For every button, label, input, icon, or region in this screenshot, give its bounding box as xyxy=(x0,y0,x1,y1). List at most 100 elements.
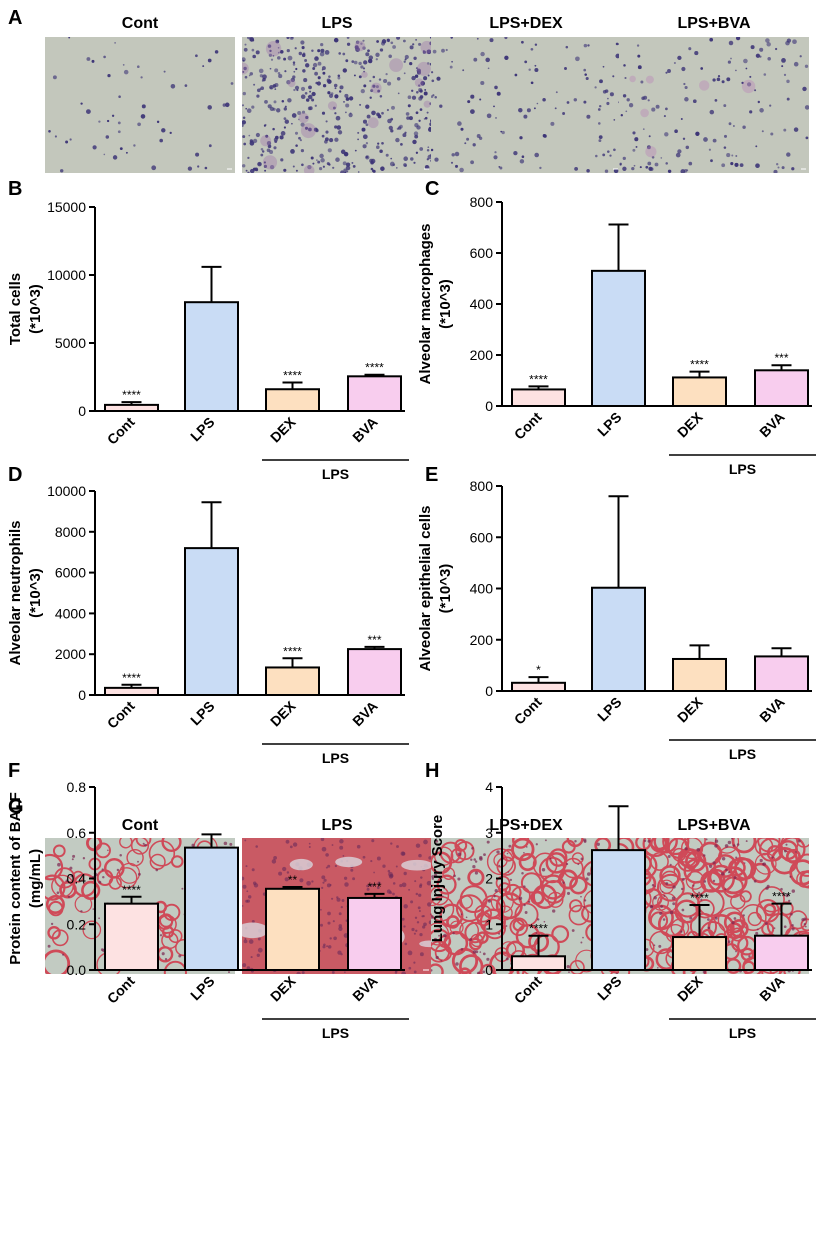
micrograph-lps-bva xyxy=(619,37,809,173)
y-axis-unit: (*10^3) xyxy=(437,564,454,614)
bar-bva xyxy=(754,655,809,692)
bar-cont xyxy=(511,388,566,407)
cell-cluster xyxy=(619,37,809,173)
significance-label: **** xyxy=(283,644,302,658)
bar-dex xyxy=(265,388,320,412)
group-label: LPS xyxy=(729,461,756,477)
y-tick-label: 0 xyxy=(485,683,493,699)
y-tick-label: 0 xyxy=(485,962,493,978)
micrograph-background xyxy=(45,37,235,173)
x-tick-label: DEX xyxy=(267,697,299,729)
y-axis-label: Lung Injury Score xyxy=(429,815,446,943)
panel-letter-b: B xyxy=(8,178,22,200)
bar-bva xyxy=(754,934,809,971)
y-axis-label: Alveolar epithelial cells xyxy=(417,506,434,672)
y-tick-label: 0.2 xyxy=(67,916,87,932)
y-ticks: 0 200 400 600 800 xyxy=(470,194,502,414)
x-tick-label: Cont xyxy=(104,973,138,1007)
chart-c: 0 200 400 600 800 Alveolar macrophages (*10^3)… xyxy=(417,194,816,477)
y-tick-label: 10000 xyxy=(47,483,86,499)
x-tick-label: BVA xyxy=(349,414,380,445)
bar-dex xyxy=(265,887,320,972)
significance-label: **** xyxy=(122,883,141,897)
y-axis-label: Protein content of BALF xyxy=(7,792,24,965)
bar-lps xyxy=(184,301,239,413)
panel-letter-g: G xyxy=(8,796,24,818)
micrograph-label: LPS xyxy=(321,15,352,32)
chart-d: 0 2000 4000 6000 8000 10000 Alveolar neutrophi… xyxy=(7,483,409,766)
significance-label: **** xyxy=(529,922,548,936)
x-tick-label: DEX xyxy=(267,413,299,445)
y-tick-label: 400 xyxy=(470,581,494,597)
micrograph-background xyxy=(619,37,809,173)
y-tick-label: 400 xyxy=(470,296,494,312)
y-tick-label: 0.8 xyxy=(67,779,87,795)
x-tick-label: Cont xyxy=(511,694,545,728)
y-tick-label: 5000 xyxy=(55,335,86,351)
panel-letter-f: F xyxy=(8,760,20,782)
significance-label: *** xyxy=(774,351,788,365)
y-ticks: 0.0 0.2 0.4 0.6 0.8 xyxy=(67,779,95,978)
bar-dex xyxy=(672,936,727,971)
bar-bva xyxy=(347,896,402,971)
y-axis-unit: (*10^3) xyxy=(27,284,44,334)
x-tick-label: LPS xyxy=(187,414,218,445)
y-ticks: 0 1 2 3 4 xyxy=(485,779,502,978)
x-tick-label: DEX xyxy=(674,693,706,725)
panel-letter-layer: A B C D E F H G xyxy=(8,7,439,818)
significance-label: * xyxy=(536,663,541,677)
y-axis-label: Alveolar macrophages xyxy=(417,224,434,385)
y-tick-label: 0.6 xyxy=(67,825,87,841)
y-tick-label: 4 xyxy=(485,779,493,795)
significance-label: **** xyxy=(690,891,709,905)
group-label: LPS xyxy=(729,1025,756,1041)
micrograph-layer: Cont LPS LPS+DEX LPS+BVA Cont LPS LPS+DEX LPS+B… xyxy=(45,15,809,974)
micrograph-row-a: Cont LPS LPS+DEX LPS+BVA xyxy=(45,15,809,173)
x-tick-label: LPS xyxy=(187,698,218,729)
micrograph-cont xyxy=(45,37,235,173)
y-tick-label: 0 xyxy=(485,398,493,414)
y-tick-label: 15000 xyxy=(47,199,86,215)
panel-letter-h: H xyxy=(425,760,439,782)
x-tick-label: DEX xyxy=(674,408,706,440)
bar-cont xyxy=(104,902,159,971)
cell-cluster xyxy=(48,37,234,173)
bar-lps xyxy=(591,849,646,972)
micrograph-label: LPS+DEX xyxy=(489,817,563,834)
micrograph-label: LPS xyxy=(321,817,352,834)
bar-bva xyxy=(754,369,809,407)
group-label: LPS xyxy=(322,750,349,766)
group-label: LPS xyxy=(322,1025,349,1041)
bar-lps xyxy=(591,586,646,693)
y-axis-unit: (*10^3) xyxy=(27,568,44,618)
bar-lps xyxy=(184,846,239,972)
micrograph-background xyxy=(242,37,432,173)
x-tick-label: BVA xyxy=(756,694,787,725)
x-tick-label: Cont xyxy=(511,973,545,1007)
micrograph-label: LPS+BVA xyxy=(677,817,751,834)
bar-cont xyxy=(104,686,159,696)
bar-bva xyxy=(347,648,402,696)
micrograph-label: Cont xyxy=(122,817,159,834)
x-tick-label: Cont xyxy=(104,698,138,732)
y-axis-unit: (mg/mL) xyxy=(27,849,44,908)
significance-label: ** xyxy=(288,873,298,887)
bar-lps xyxy=(184,547,239,696)
bar-cont xyxy=(511,955,566,972)
bar-lps xyxy=(591,269,646,407)
chart-f: 0.0 0.2 0.4 0.6 0.8 Protein content of BALF (m… xyxy=(7,779,409,1041)
y-tick-label: 1 xyxy=(485,916,493,932)
group-label: LPS xyxy=(729,746,756,762)
chart-b: 0 5000 10000 15000 Total cells (*10^3) **** Con… xyxy=(7,199,409,482)
y-ticks: 0 5000 10000 15000 xyxy=(47,199,95,419)
micrograph-lps xyxy=(242,37,432,173)
significance-label: **** xyxy=(690,358,709,372)
bar-dex xyxy=(672,376,727,408)
y-tick-label: 4000 xyxy=(55,605,86,621)
y-tick-label: 10000 xyxy=(47,267,86,283)
significance-label: *** xyxy=(367,633,381,647)
x-tick-label: LPS xyxy=(594,694,625,725)
micrograph-background xyxy=(431,37,621,173)
y-tick-label: 0.4 xyxy=(67,871,87,887)
